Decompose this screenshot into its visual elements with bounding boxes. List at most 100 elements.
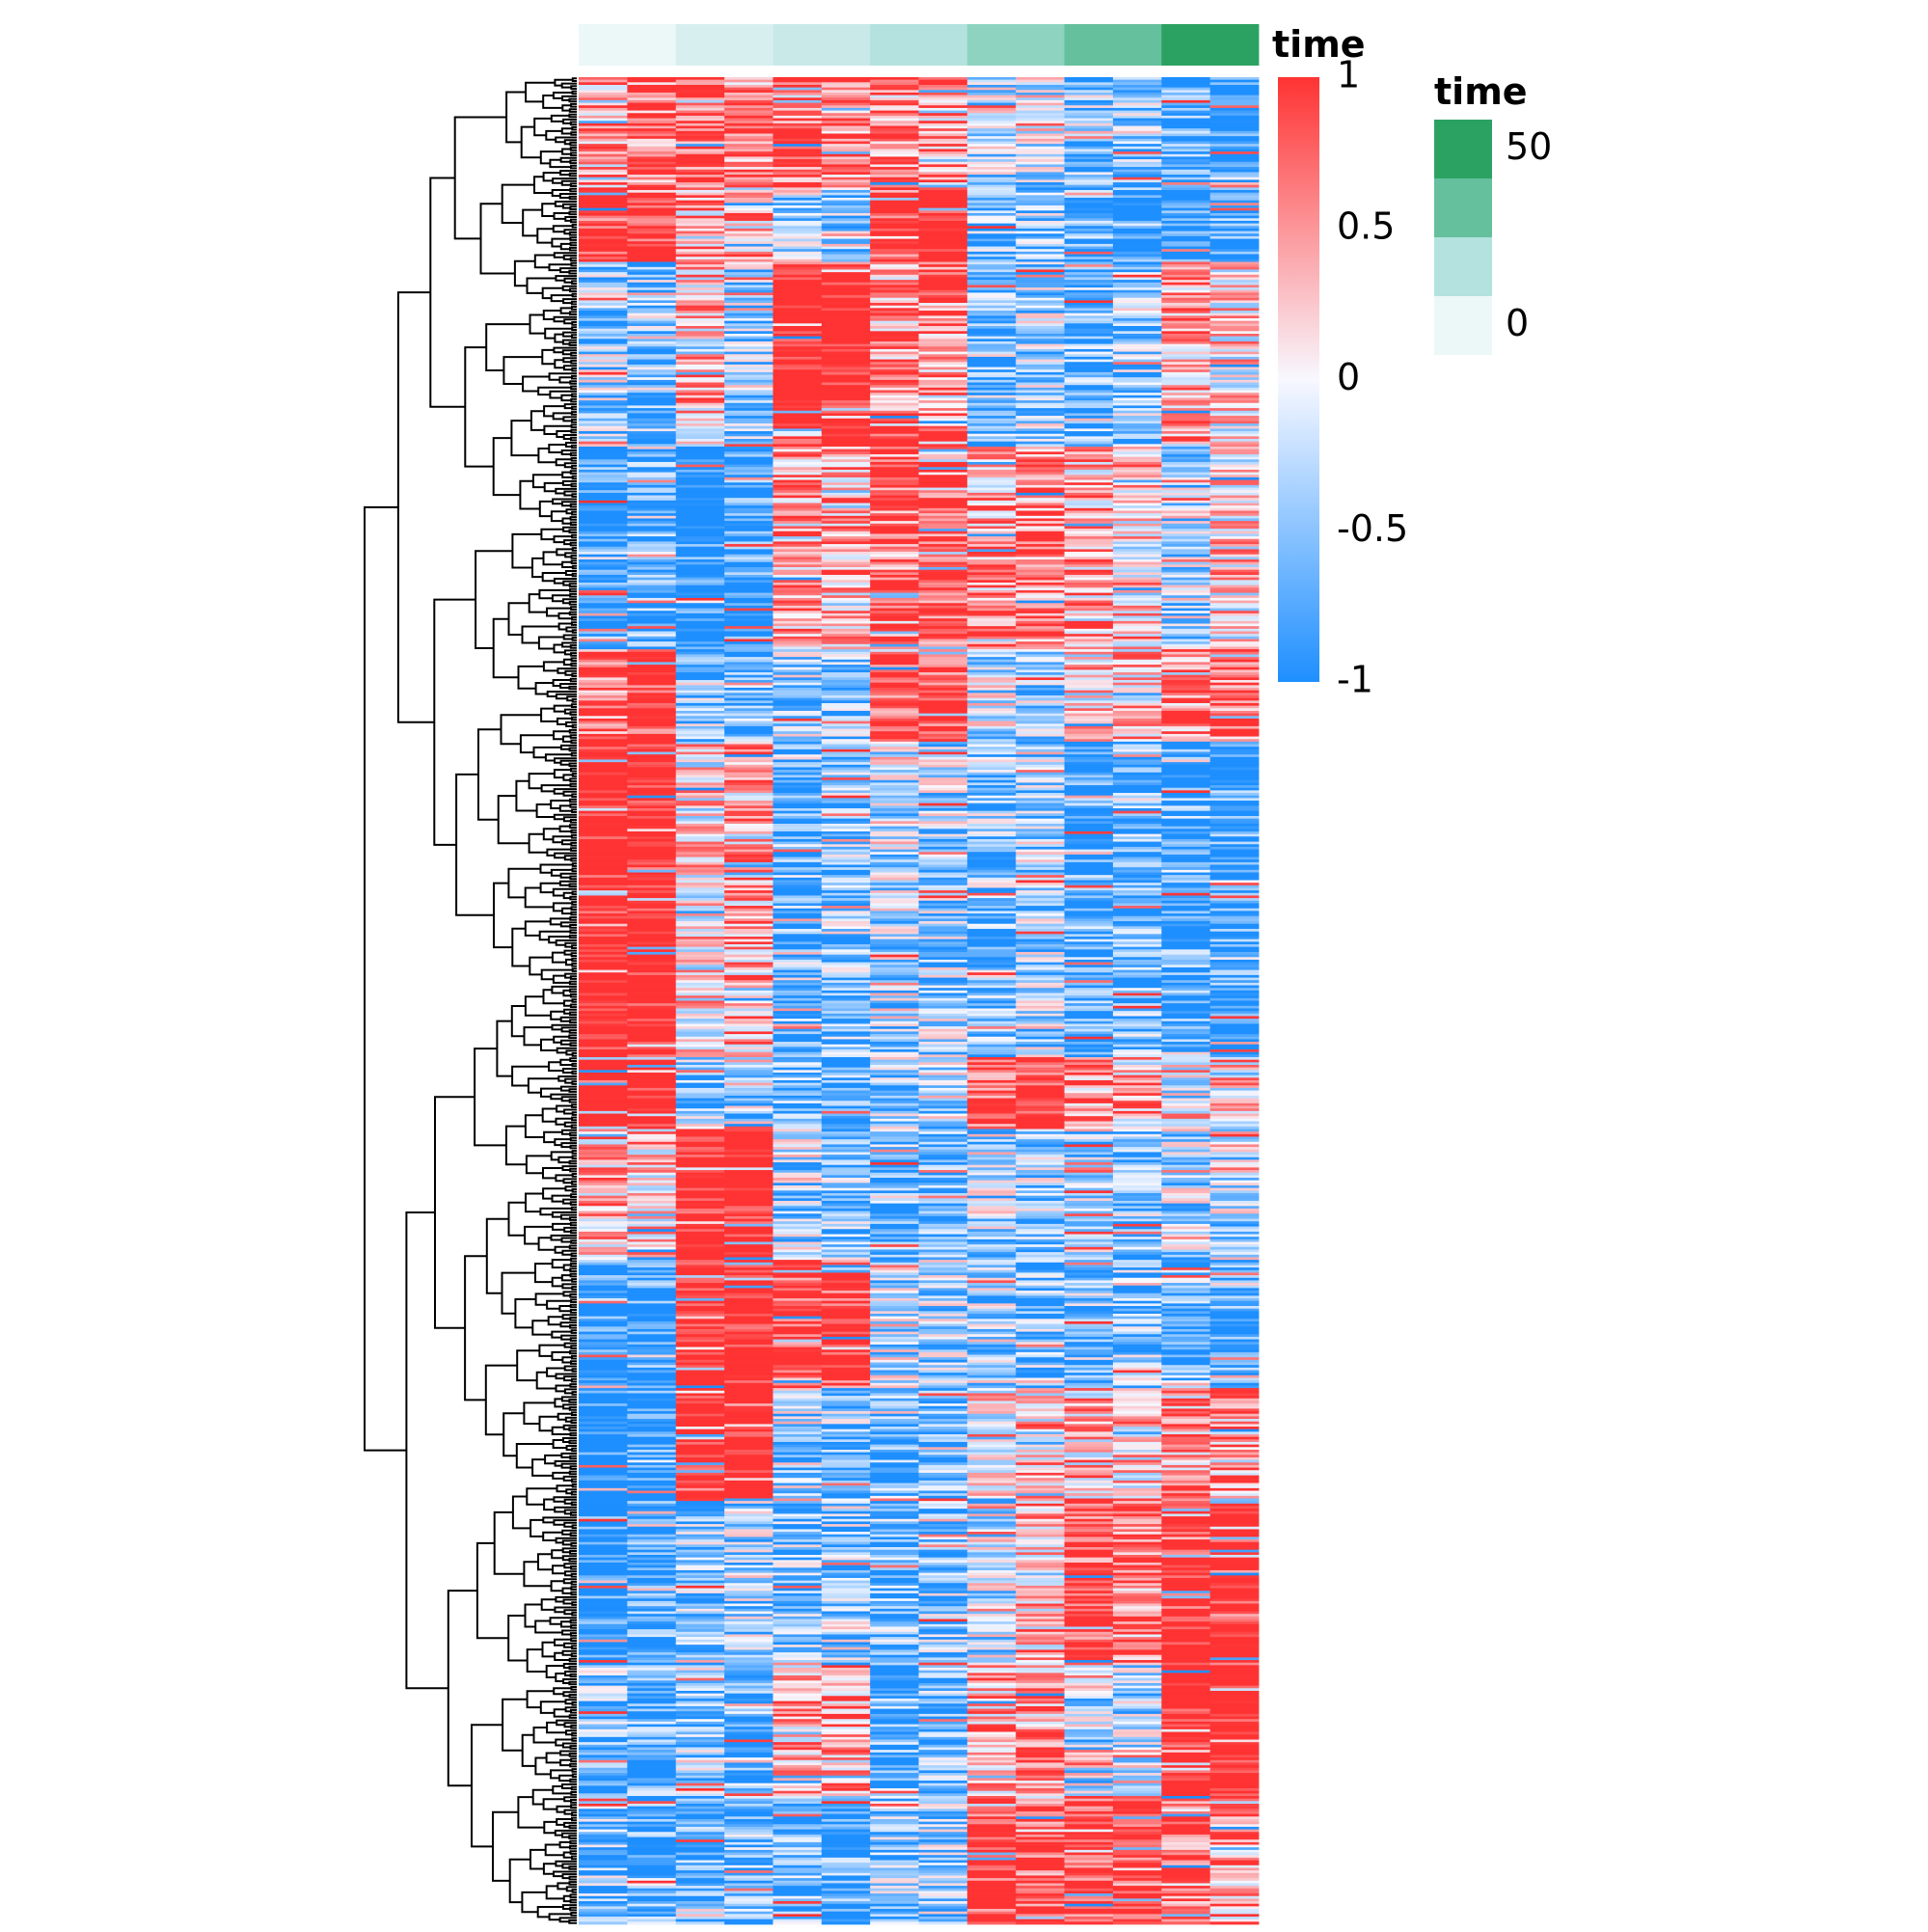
heatmap-cell	[918, 582, 968, 586]
heatmap-cell	[821, 883, 871, 886]
heatmap-cell	[870, 500, 919, 503]
heatmap-cell	[918, 297, 968, 301]
heatmap-cell	[1064, 636, 1114, 639]
heatmap-cell	[1016, 518, 1065, 522]
heatmap-cell	[918, 580, 968, 584]
heatmap-cell	[966, 495, 1017, 499]
heatmap-cell	[1016, 903, 1065, 907]
heatmap-cell	[918, 639, 968, 642]
heatmap-cell	[1016, 130, 1065, 134]
heatmap-cell	[1209, 167, 1260, 171]
heatmap-cell	[724, 328, 774, 332]
heatmap-cell	[627, 990, 677, 993]
heatmap-cell	[579, 179, 628, 183]
heatmap-cell	[966, 449, 1017, 452]
heatmap-cell	[675, 538, 725, 542]
heatmap-cell	[1064, 282, 1114, 286]
heatmap-cell	[1209, 559, 1260, 563]
heatmap-cell	[773, 416, 823, 420]
heatmap-cell	[870, 608, 919, 612]
heatmap-cell	[821, 526, 871, 530]
heatmap-cell	[966, 929, 1017, 933]
heatmap-cell	[1161, 697, 1211, 701]
heatmap-cell	[1209, 272, 1260, 276]
heatmap-cell	[821, 849, 871, 853]
heatmap-cell	[1064, 552, 1114, 556]
heatmap-cell	[870, 300, 919, 304]
heatmap-cell	[773, 541, 823, 545]
heatmap-cell	[1161, 631, 1211, 635]
heatmap-cell	[1161, 772, 1211, 776]
heatmap-cell	[579, 351, 628, 355]
heatmap-cell	[870, 702, 919, 707]
heatmap-cell	[870, 867, 919, 871]
heatmap-cell	[821, 572, 871, 576]
heatmap-cell	[821, 356, 871, 360]
heatmap-cell	[966, 716, 1017, 720]
heatmap-cell	[579, 92, 628, 96]
heatmap-cell	[1209, 754, 1260, 758]
heatmap-cell	[1064, 572, 1114, 576]
heatmap-cell	[1016, 941, 1065, 945]
heatmap-cell	[1064, 277, 1114, 281]
heatmap-cell	[1161, 311, 1211, 314]
heatmap-cell	[870, 428, 919, 432]
heatmap-cell	[1064, 965, 1114, 968]
heatmap-cell	[724, 266, 774, 270]
heatmap-cell	[1161, 615, 1211, 619]
heatmap-cell	[1064, 810, 1114, 814]
heatmap-cell	[1209, 682, 1260, 686]
heatmap-cell	[1016, 665, 1065, 668]
heatmap-cell	[1209, 577, 1260, 581]
heatmap-cell	[1016, 641, 1065, 645]
heatmap-cell	[675, 320, 725, 324]
heatmap-cell	[627, 498, 677, 502]
heatmap-cell	[918, 589, 968, 593]
heatmap-cell	[1064, 439, 1114, 443]
heatmap-cell	[966, 923, 1017, 927]
heatmap-cell	[918, 793, 968, 797]
heatmap-cell	[918, 931, 968, 935]
heatmap-cell	[1161, 880, 1211, 884]
heatmap-cell	[1209, 626, 1260, 630]
heatmap-cell	[724, 513, 774, 517]
heatmap-cell	[870, 369, 919, 373]
heatmap-cell	[1209, 531, 1260, 534]
heatmap-cell	[966, 677, 1017, 681]
heatmap-cell	[675, 770, 725, 774]
heatmap-cell	[675, 892, 725, 896]
heatmap-cell	[627, 790, 677, 794]
heatmap-cell	[966, 957, 1017, 961]
heatmap-cell	[1016, 179, 1065, 183]
heatmap-cell	[675, 410, 725, 414]
heatmap-cell	[1112, 153, 1162, 157]
heatmap-cell	[627, 572, 677, 576]
heatmap-cell	[966, 700, 1017, 704]
heatmap-cell	[773, 608, 823, 612]
heatmap-cell	[1064, 767, 1114, 771]
heatmap-cell	[773, 92, 823, 96]
heatmap-cell	[870, 682, 919, 686]
heatmap-cell	[724, 151, 774, 155]
heatmap-cell	[579, 359, 628, 363]
heatmap-cell	[918, 387, 968, 391]
heatmap-cell	[1112, 128, 1162, 132]
heatmap-cell	[1161, 626, 1211, 630]
heatmap-cell	[1209, 249, 1260, 253]
heatmap-cell	[579, 259, 628, 262]
heatmap-cell	[724, 192, 774, 196]
heatmap-cell	[1016, 911, 1065, 914]
heatmap-cell	[918, 413, 968, 417]
heatmap-cell	[918, 725, 968, 729]
heatmap-cell	[724, 122, 774, 126]
heatmap-cell	[773, 518, 823, 522]
heatmap-cell	[1016, 574, 1065, 579]
heatmap-cell	[870, 441, 919, 445]
heatmap-cell	[627, 941, 677, 945]
heatmap-cell	[821, 713, 871, 717]
heatmap-cell	[1064, 697, 1114, 701]
heatmap-cell	[773, 672, 823, 676]
heatmap-cell	[1112, 559, 1162, 563]
heatmap-cell	[1209, 367, 1260, 370]
heatmap-cell	[918, 536, 968, 540]
